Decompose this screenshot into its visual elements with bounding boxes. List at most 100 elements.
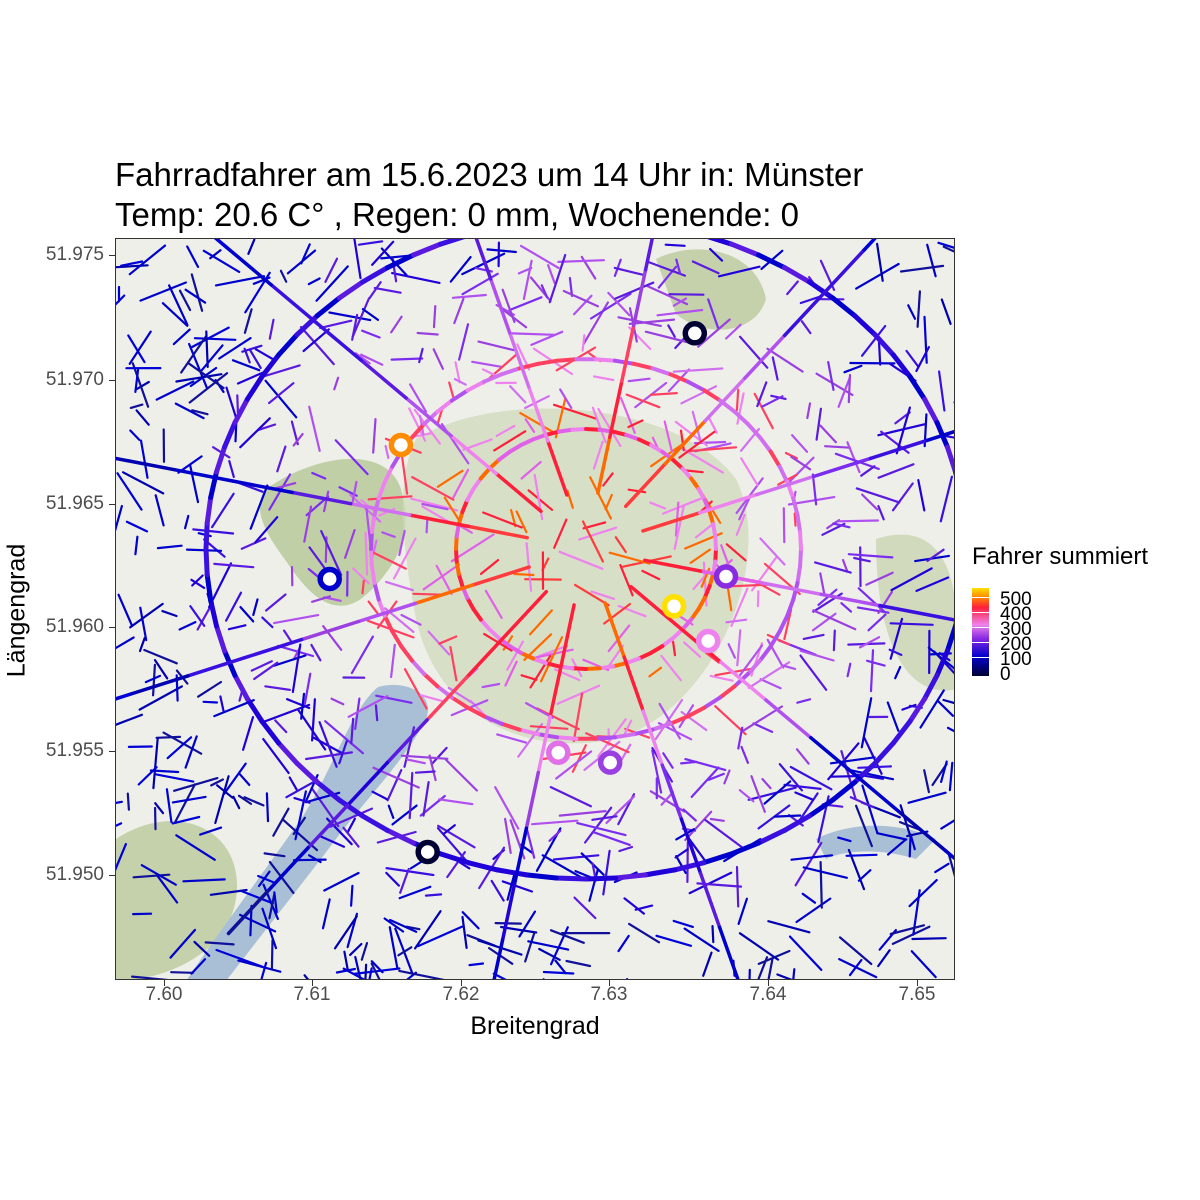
street-segment — [459, 524, 473, 534]
street-segment — [792, 968, 796, 979]
street-segment — [944, 444, 954, 474]
street-segment — [948, 761, 954, 792]
street-segment — [477, 340, 515, 352]
street-segment — [190, 273, 204, 312]
street-segment — [728, 840, 761, 857]
street-segment — [254, 516, 279, 544]
street-segment — [709, 247, 724, 262]
green-area-northeast — [656, 249, 766, 330]
street-segment — [411, 241, 444, 258]
street-segment — [832, 522, 851, 529]
street-segment — [739, 335, 769, 369]
street-segment — [513, 572, 535, 577]
legend-label: 500 — [1000, 589, 1032, 610]
street-segment — [649, 501, 667, 510]
street-segment — [517, 723, 544, 758]
street-segment — [129, 429, 141, 441]
street-segment — [486, 248, 517, 254]
y-tick-mark — [109, 627, 115, 628]
counter-station-marker[interactable] — [661, 594, 687, 619]
y-tick-mark — [109, 504, 115, 505]
street-segment — [555, 750, 593, 780]
street-segment — [662, 497, 702, 515]
street-segment — [238, 773, 251, 786]
street-segment — [364, 531, 369, 576]
street-segment — [449, 388, 470, 403]
street-segment — [416, 331, 439, 336]
street-segment — [140, 864, 177, 886]
street-segment — [542, 970, 575, 975]
counter-station-marker[interactable] — [713, 564, 739, 589]
street-segment — [673, 505, 685, 550]
street-segment — [562, 289, 599, 308]
street-segment — [482, 714, 504, 726]
street-segment — [175, 834, 216, 861]
counter-station-marker[interactable] — [546, 740, 571, 765]
street-segment — [435, 398, 454, 414]
street-segment — [471, 607, 483, 622]
counter-station-marker[interactable] — [695, 628, 721, 654]
street-segment — [263, 852, 286, 858]
street-segment — [801, 892, 817, 904]
street-segment — [907, 791, 947, 804]
street-segment — [250, 660, 273, 672]
street-segment — [144, 674, 162, 684]
street-segment — [186, 655, 247, 678]
street-segment — [622, 655, 645, 713]
street-segment — [527, 489, 554, 511]
street-segment — [515, 510, 528, 534]
street-segment — [915, 576, 950, 592]
street-segment — [750, 775, 766, 813]
street-segment — [170, 971, 194, 974]
street-segment — [934, 648, 950, 678]
street-segment — [494, 867, 530, 878]
street-segment — [837, 519, 879, 523]
street-segment — [648, 666, 663, 678]
street-segment — [636, 650, 653, 661]
street-segment — [386, 769, 403, 802]
street-segment — [624, 656, 641, 666]
street-segment — [707, 509, 716, 527]
street-segment — [189, 326, 230, 349]
street-segment — [727, 643, 736, 659]
street-segment — [768, 449, 782, 469]
street-segment — [680, 710, 708, 732]
street-segment — [205, 330, 209, 368]
street-segment — [171, 795, 207, 804]
street-segment — [597, 408, 622, 447]
street-segment — [568, 276, 574, 297]
street-segment — [843, 364, 863, 374]
street-segment — [487, 627, 501, 641]
street-segment — [368, 281, 382, 300]
street-segment — [307, 277, 321, 286]
street-segment — [353, 967, 401, 975]
street-segment — [318, 721, 338, 768]
street-segment — [811, 612, 837, 632]
street-segment — [946, 726, 954, 733]
street-segment — [667, 368, 690, 393]
street-segment — [381, 531, 396, 538]
counter-station-marker[interactable] — [682, 321, 708, 346]
street-segment — [449, 695, 470, 710]
counter-station-marker[interactable] — [317, 566, 342, 592]
street-segment — [279, 269, 288, 283]
street-segment — [838, 936, 873, 966]
street-segment — [311, 471, 327, 480]
street-segment — [422, 563, 461, 591]
street-segment — [211, 492, 235, 529]
street-segment — [380, 254, 411, 260]
counter-station-marker[interactable] — [597, 750, 623, 775]
map-panel[interactable] — [115, 238, 955, 980]
street-segment — [753, 392, 774, 430]
street-segment — [343, 950, 349, 972]
counter-station-marker[interactable] — [388, 432, 414, 458]
counter-station-marker[interactable] — [415, 839, 440, 865]
street-segment — [168, 284, 189, 326]
street-segment — [876, 242, 884, 282]
street-segment — [519, 244, 560, 269]
street-segment — [203, 546, 210, 578]
street-segment — [702, 388, 723, 403]
street-segment — [438, 851, 472, 866]
street-segment — [767, 957, 774, 979]
street-segment — [837, 376, 851, 408]
